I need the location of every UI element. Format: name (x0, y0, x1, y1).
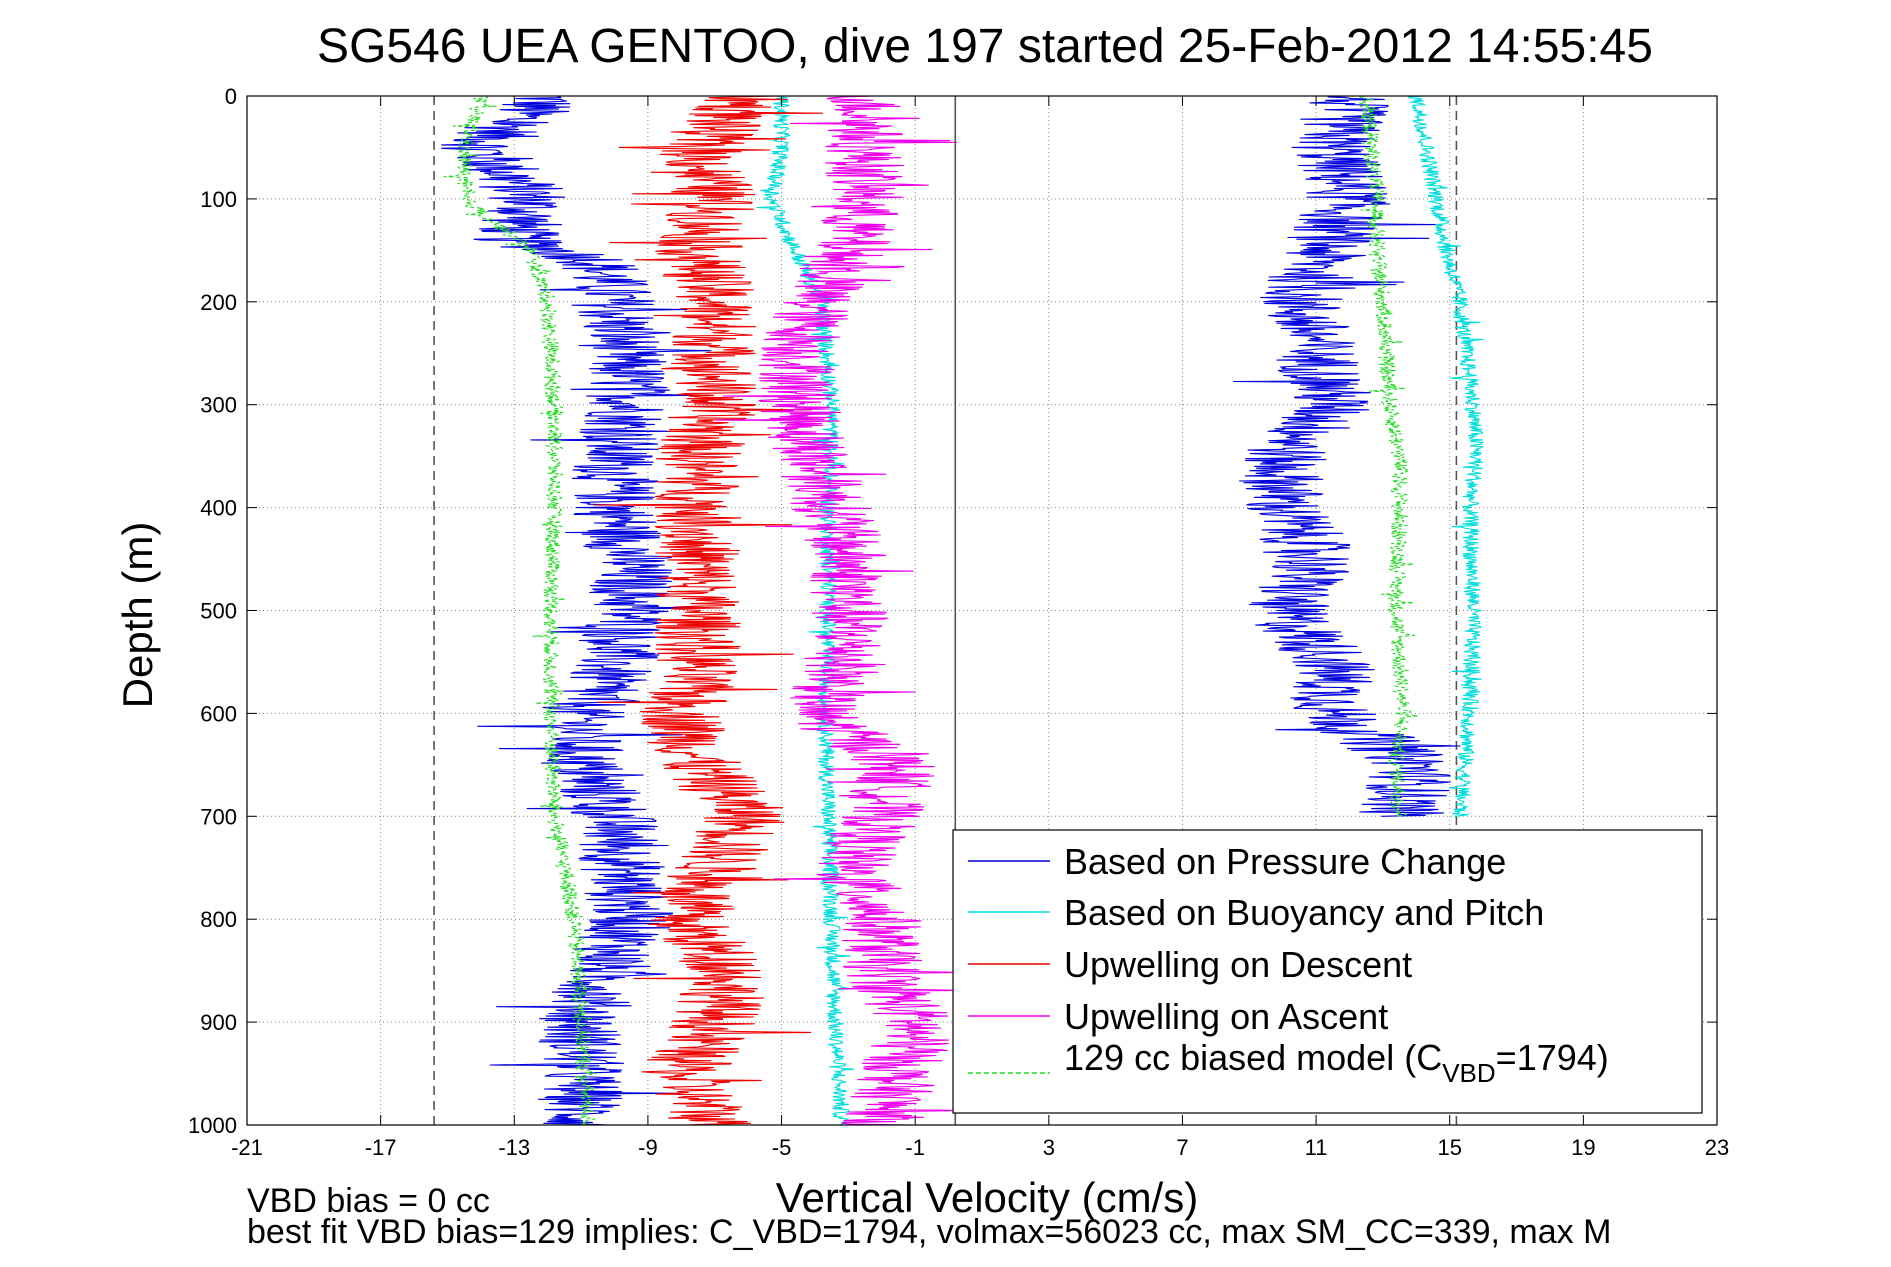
plot-area: -21 -17 -13 -9 -5 -1 3 7 11 15 19 23010020030040050… (188, 84, 1729, 1160)
x-tick-label: 11 (1305, 1135, 1328, 1160)
series-line-5-2 (1358, 95, 1419, 817)
footer-best-fit: best fit VBD bias=129 implies: C_VBD=179… (247, 1213, 1611, 1251)
y-axis-label: Depth (m) (114, 522, 161, 709)
series-line-4-1 (715, 95, 972, 1126)
y-tick-label: 0 (225, 84, 237, 109)
legend-label-5: 129 cc biased model (CVBD=1794) (1064, 1037, 1609, 1088)
y-tick-label: 600 (200, 701, 237, 726)
y-tick-label: 700 (200, 804, 237, 829)
series-line-1-1 (440, 95, 712, 1126)
series-line-5-1 (443, 95, 597, 1126)
chart-title: SG546 UEA GENTOO, dive 197 started 25-Fe… (317, 20, 1653, 73)
series-line-1-2 (1232, 95, 1461, 817)
series-line-2-1 (756, 95, 855, 1126)
legend-box (952, 829, 1703, 1114)
x-tick-label: -17 (365, 1135, 397, 1160)
y-tick-label: 300 (200, 393, 237, 418)
x-tick-label: -21 (231, 1135, 263, 1160)
y-tick-label: 1000 (188, 1113, 237, 1138)
legend: Based on Pressure Change Based on Buoyanc… (952, 829, 1703, 1114)
y-tick-label: 800 (200, 907, 237, 932)
x-tick-label: 15 (1437, 1135, 1461, 1160)
legend-label-4: Upwelling on Ascent (1064, 996, 1388, 1037)
legend-label-1: Based on Pressure Change (1064, 841, 1506, 882)
x-tick-label: 19 (1571, 1135, 1595, 1160)
legend-label-2: Based on Buoyancy and Pitch (1064, 892, 1544, 933)
x-tick-label: -13 (498, 1135, 530, 1160)
x-tick-label: -9 (638, 1135, 658, 1160)
y-tick-label: 400 (200, 496, 237, 521)
x-axis-label: Vertical Velocity (cm/s) (776, 1174, 1198, 1221)
y-tick-label: 100 (200, 187, 237, 212)
footer-vbd-bias: VBD bias = 0 cc (247, 1182, 490, 1220)
x-tick-label: -1 (905, 1135, 925, 1160)
series-line-2-2 (1408, 95, 1484, 817)
x-tick-label: 7 (1176, 1135, 1188, 1160)
y-tick-label: 200 (200, 290, 237, 315)
x-tick-label: 23 (1705, 1135, 1729, 1160)
x-tick-label: 3 (1043, 1135, 1055, 1160)
y-tick-label: 900 (200, 1010, 237, 1035)
legend-label-3: Upwelling on Descent (1064, 944, 1412, 985)
series-line-3-1 (593, 95, 824, 1126)
y-tick-label: 500 (200, 599, 237, 624)
x-tick-label: -5 (772, 1135, 792, 1160)
